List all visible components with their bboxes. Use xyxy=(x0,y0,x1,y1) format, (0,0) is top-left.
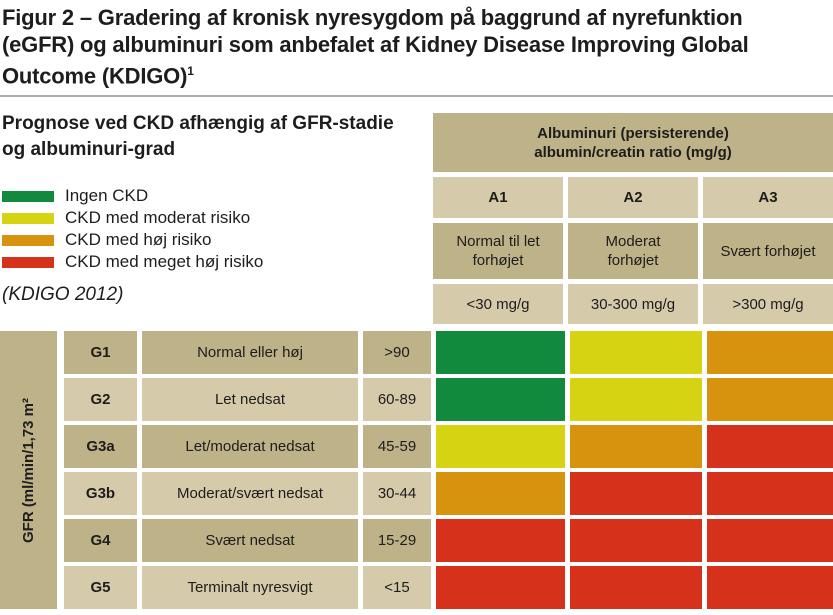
stage-cell: G3b xyxy=(64,472,137,515)
risk-cell-g2-a3 xyxy=(707,378,833,421)
prognosis-heading: Prognose ved CKD afhængig af GFR-stadie … xyxy=(2,111,432,163)
albuminuria-header-table: Albuminuri (persisterende) albumin/creat… xyxy=(433,113,833,324)
risk-cell-g1-a1 xyxy=(436,331,565,374)
stage-cell: G4 xyxy=(64,519,137,562)
figure-title-line-1: Figur 2 – Gradering af kronisk nyresygdo… xyxy=(2,5,743,30)
figure-title-line-2: (eGFR) og albuminuri som anbefalet af Ki… xyxy=(2,32,749,57)
column-range-a1: <30 mg/g xyxy=(433,284,563,324)
stage-range-cell: 60-89 xyxy=(363,378,431,421)
risk-cell-g2-a1 xyxy=(436,378,565,421)
column-header-a3: A3 xyxy=(703,177,833,218)
risk-cell-g4-a2 xyxy=(570,519,702,562)
legend-swatch-red xyxy=(2,256,54,268)
risk-cell-g2-a2 xyxy=(570,378,702,421)
stage-description-cell: Svært nedsat xyxy=(142,519,358,562)
legend-item-no-ckd: Ingen CKD xyxy=(2,185,422,207)
risk-cell-g3b-a1 xyxy=(436,472,565,515)
legend-item-very-high-risk: CKD med meget høj risiko xyxy=(2,251,422,273)
risk-cell-g3a-a3 xyxy=(707,425,833,468)
stage-range-cell: >90 xyxy=(363,331,431,374)
stage-range-cell: 45-59 xyxy=(363,425,431,468)
legend-swatch-yellow xyxy=(2,212,54,224)
albuminuria-merged-header: Albuminuri (persisterende) albumin/creat… xyxy=(433,113,833,172)
legend-label: CKD med høj risiko xyxy=(65,230,212,249)
column-description-a2: Moderat forhøjet xyxy=(568,223,698,279)
column-range-a2: 30-300 mg/g xyxy=(568,284,698,324)
risk-cell-g1-a2 xyxy=(570,331,702,374)
column-range-a3: >300 mg/g xyxy=(703,284,833,324)
stage-range-cell: 30-44 xyxy=(363,472,431,515)
stage-cell: G1 xyxy=(64,331,137,374)
stage-cell: G5 xyxy=(64,566,137,609)
column-description-a3: Svært forhøjet xyxy=(703,223,833,279)
legend-swatch-orange xyxy=(2,234,54,246)
stage-cell: G2 xyxy=(64,378,137,421)
risk-cell-g4-a3 xyxy=(707,519,833,562)
figure-title-line-3: Outcome (KDIGO)1 xyxy=(2,63,194,89)
legend-label: CKD med meget høj risiko xyxy=(65,252,264,271)
stage-description-cell: Let nedsat xyxy=(142,378,358,421)
stage-range-cell: 15-29 xyxy=(363,519,431,562)
stage-description-cell: Let/moderat nedsat xyxy=(142,425,358,468)
divider-rule xyxy=(0,95,833,97)
stage-description-cell: Terminalt nyresvigt xyxy=(142,566,358,609)
stage-description-cell: Moderat/svært nedsat xyxy=(142,472,358,515)
risk-cell-g5-a2 xyxy=(570,566,702,609)
risk-cell-g3a-a2 xyxy=(570,425,702,468)
legend-label: CKD med moderat risiko xyxy=(65,208,251,227)
grading-grid: G1 Normal eller høj >90 G2 Let nedsat 60… xyxy=(64,331,833,609)
gfr-axis-band: GFR (ml/min/1,73 m² xyxy=(0,331,57,609)
legend-swatch-green xyxy=(2,190,54,202)
legend-item-moderate-risk: CKD med moderat risiko xyxy=(2,207,422,229)
footnote-marker: 1 xyxy=(187,64,194,78)
risk-cell-g3b-a3 xyxy=(707,472,833,515)
column-description-a1: Normal til let forhøjet xyxy=(433,223,563,279)
prognosis-heading-line-2: og albuminuri-grad xyxy=(2,139,176,160)
column-header-a2: A2 xyxy=(568,177,698,218)
risk-cell-g5-a3 xyxy=(707,566,833,609)
source-note: (KDIGO 2012) xyxy=(2,284,124,305)
gfr-axis-label: GFR (ml/min/1,73 m² xyxy=(20,397,37,543)
stage-range-cell: <15 xyxy=(363,566,431,609)
risk-cell-g4-a1 xyxy=(436,519,565,562)
risk-cell-g3a-a1 xyxy=(436,425,565,468)
legend-item-high-risk: CKD med høj risiko xyxy=(2,229,422,251)
stage-description-cell: Normal eller høj xyxy=(142,331,358,374)
figure-title: Figur 2 – Gradering af kronisk nyresygdo… xyxy=(2,4,832,89)
prognosis-heading-line-1: Prognose ved CKD afhængig af GFR-stadie xyxy=(2,113,394,134)
legend-label: Ingen CKD xyxy=(65,186,149,205)
risk-cell-g5-a1 xyxy=(436,566,565,609)
risk-cell-g1-a3 xyxy=(707,331,833,374)
risk-legend: Ingen CKD CKD med moderat risiko CKD med… xyxy=(2,185,422,273)
column-header-a1: A1 xyxy=(433,177,563,218)
stage-cell: G3a xyxy=(64,425,137,468)
risk-cell-g3b-a2 xyxy=(570,472,702,515)
